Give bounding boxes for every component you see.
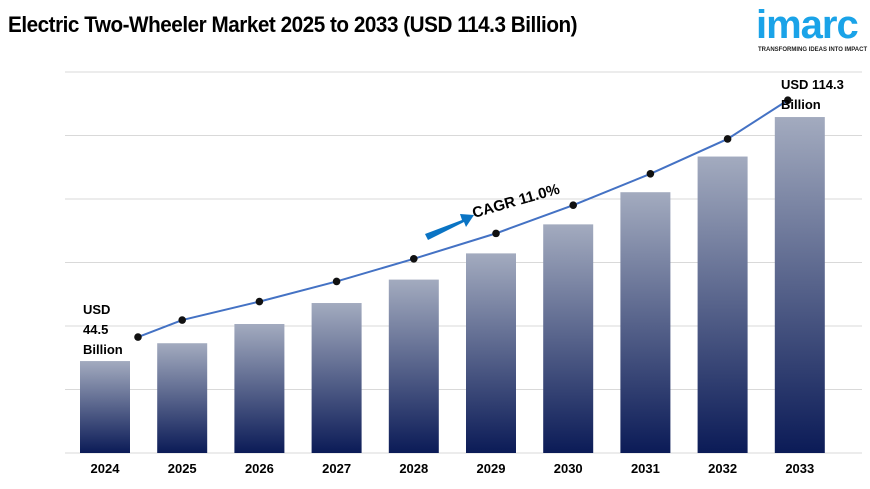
end-label-line: USD 114.3 [781,77,844,92]
bar-2031 [620,192,671,453]
logo-tagline: TRANSFORMING IDEAS INTO IMPACT [758,47,868,53]
bar-2029 [466,253,516,453]
x-tick-label: 2025 [168,461,197,476]
bar-2026 [234,323,285,453]
start-label-line: Billion [83,342,123,357]
trend-point [492,229,500,238]
trend-point [255,297,264,306]
imarc-logo: imarc TRANSFORMING IDEAS INTO IMPACT [756,4,868,58]
x-tick-label: 2027 [322,461,351,476]
start-label-line: 44.5 [83,322,108,337]
end-label-line: Billion [781,97,821,112]
bar-2025 [157,343,208,453]
x-tick-label: 2031 [631,461,660,476]
cagr-label: CAGR 11.0% [470,181,561,222]
bar-2032 [697,156,748,454]
trend-line [137,99,789,338]
trend-point [178,316,186,324]
bar-2024 [80,361,130,453]
start-label-line: USD [83,302,110,317]
x-tick-label: 2033 [785,461,814,476]
bar-2033 [774,117,825,454]
trend-point [569,201,577,209]
x-tick-label: 2030 [554,461,583,476]
cagr-arrow-icon [425,214,474,240]
trend-point [646,169,655,178]
logo-word: imarc [756,3,859,47]
trend-point [723,135,732,143]
trend-point [332,277,341,286]
end-annotation: USD 114.3 Billion [781,77,844,112]
trend-point [134,333,142,341]
bar-2030 [543,224,594,453]
bar-2028 [388,279,439,453]
trend-point [410,254,418,263]
x-tick-label: 2032 [708,461,737,476]
bar-2027 [311,303,362,453]
start-annotation: USD 44.5 Billion [83,302,123,357]
chart-title: Electric Two-Wheeler Market 2025 to 2033… [8,12,578,37]
x-tick-label: 2024 [91,461,121,476]
x-tick-label: 2028 [399,461,428,476]
trend-point [784,96,792,105]
x-tick-label: 2029 [477,461,506,476]
x-tick-label: 2026 [245,461,274,476]
